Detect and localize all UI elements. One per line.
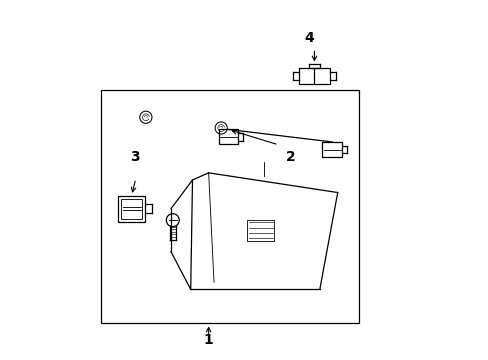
Text: 1: 1 (203, 333, 213, 347)
Text: 2: 2 (285, 150, 295, 164)
Text: 4: 4 (304, 31, 313, 45)
Text: 3: 3 (130, 150, 140, 164)
